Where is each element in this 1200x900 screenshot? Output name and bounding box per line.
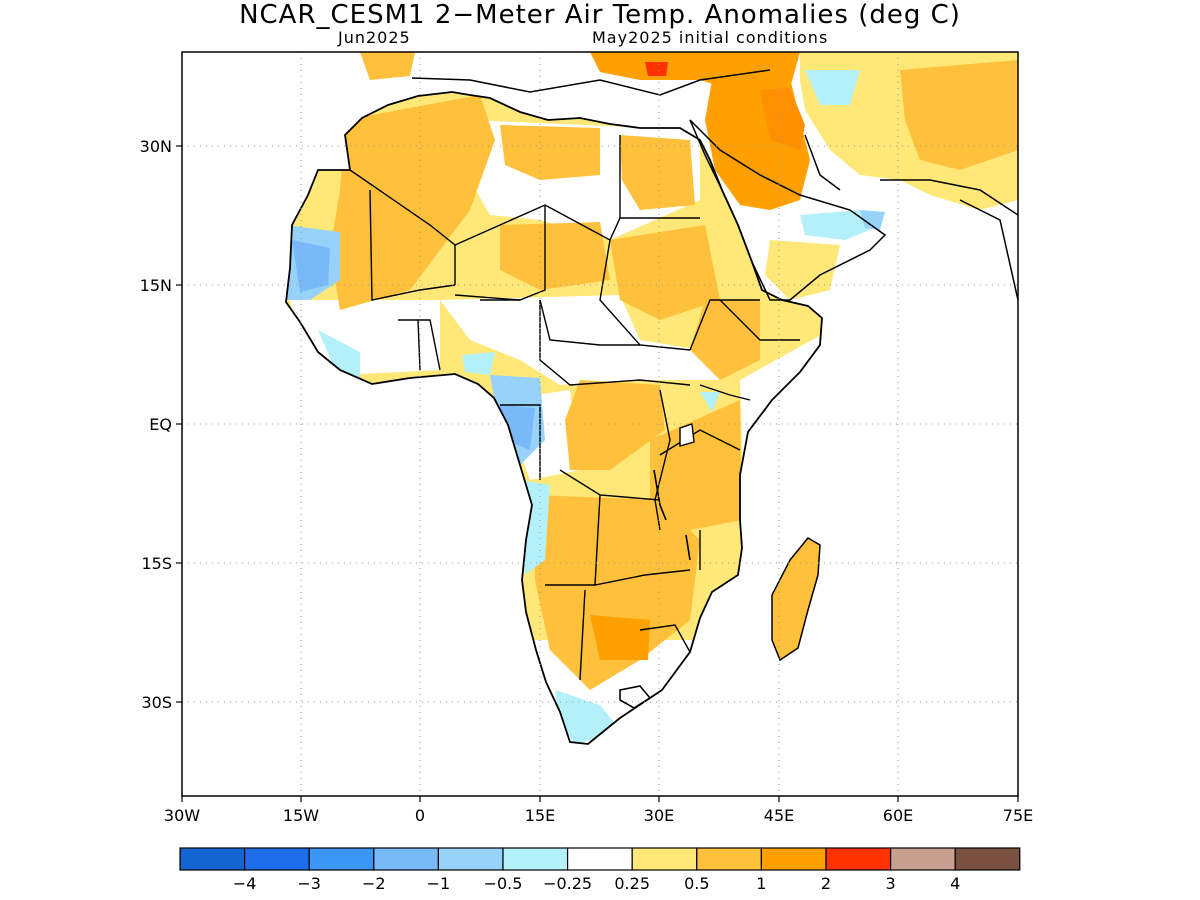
lat-label-eq: EQ — [149, 415, 172, 434]
colorbar-label: 3 — [886, 874, 896, 893]
lon-label-30w: 30W — [164, 806, 200, 825]
anomaly-ethiopia — [690, 300, 760, 380]
colorbar-label: 0.25 — [614, 874, 650, 893]
anomaly-southern-africa — [535, 495, 700, 690]
gridlines — [182, 52, 1018, 796]
india-coast-outline — [959, 199, 1018, 301]
anomaly-sudan — [610, 225, 720, 320]
colorbar-swatch — [566, 847, 633, 871]
anomaly-libya — [500, 125, 600, 180]
neutral-west-coast — [290, 300, 440, 375]
colorbar-swatch — [308, 847, 375, 871]
anomaly-nigeria-cool — [462, 352, 495, 375]
lesotho-border — [619, 685, 652, 709]
lake-victoria — [679, 423, 695, 447]
colorbar-label: 4 — [950, 874, 960, 893]
colorbar-swatch — [244, 847, 310, 871]
colorbar — [179, 847, 1021, 871]
colorbar-label: 2 — [821, 874, 831, 893]
neutral-sahel — [440, 295, 720, 385]
colorbar-swatch — [760, 847, 827, 871]
anomaly-yemen — [765, 240, 840, 300]
anomaly-liberia-cool — [318, 330, 360, 378]
colorbar-swatch — [631, 847, 698, 871]
anomaly-iraq-core — [760, 88, 805, 150]
colorbar-swatch — [437, 847, 504, 871]
anomaly-senegal-core — [292, 240, 330, 292]
colorbar-swatch — [696, 847, 762, 871]
colorbar-swatch — [889, 847, 956, 871]
country-borders — [349, 135, 800, 681]
lat-label-30n: 30N — [140, 137, 172, 156]
lat-ticks — [176, 145, 182, 703]
anomaly-botswana-core — [590, 615, 650, 660]
anomaly-caspian-cool — [805, 70, 860, 105]
map-title: NCAR_CESM1 2−Meter Air Temp. Anomalies (… — [239, 0, 961, 30]
lat-label-15n: 15N — [140, 276, 172, 295]
anomaly-iran-east — [900, 60, 1018, 170]
colorbar-label: −2 — [362, 874, 386, 893]
madagascar — [771, 537, 821, 662]
anomaly-arabia-cool — [800, 210, 870, 240]
forecast-month: Jun2025 — [338, 28, 411, 47]
lon-label-60e: 60E — [883, 806, 913, 825]
colorbar-label: 0.5 — [684, 874, 709, 893]
lon-label-75e: 75E — [1003, 806, 1033, 825]
colorbar-label: −0.5 — [484, 874, 523, 893]
asia-coast-outline — [880, 179, 1018, 216]
lon-label-30e: 30E — [644, 806, 674, 825]
lake-malawi — [685, 534, 691, 561]
persian-gulf-outline — [804, 134, 841, 191]
colorbar-swatch — [179, 847, 246, 871]
anomaly-lake-victoria-cool — [700, 392, 720, 412]
initial-conditions: May2025 initial conditions — [592, 28, 829, 47]
colorbar-swatch — [502, 847, 569, 871]
colorbar-label: −4 — [233, 874, 257, 893]
colorbar-swatch — [373, 847, 439, 871]
lon-label-45e: 45E — [764, 806, 794, 825]
colorbar-swatch — [954, 847, 1021, 871]
anomaly-hotspot-turkey — [645, 62, 668, 76]
colorbar-swatch — [825, 847, 892, 871]
colorbar-label: 1 — [756, 874, 766, 893]
lon-label-15w: 15W — [283, 806, 319, 825]
colorbar-label: −3 — [297, 874, 321, 893]
anomaly-europe-west — [360, 52, 415, 80]
anomaly-east-africa — [650, 400, 742, 530]
lon-ticks — [181, 796, 1019, 802]
anomaly-niger-chad — [500, 222, 610, 290]
lon-label-0: 0 — [415, 806, 425, 825]
anomaly-oman-cool — [860, 210, 885, 230]
lake-tanganyika — [653, 469, 667, 521]
colorbar-label: −0.25 — [543, 874, 592, 893]
mediterranean-north-coast — [411, 69, 771, 96]
anomaly-egypt — [620, 135, 695, 210]
lat-label-15s: 15S — [141, 554, 172, 573]
anomaly-congo — [565, 380, 665, 470]
colorbar-label: −1 — [427, 874, 451, 893]
africa-coastline — [285, 91, 823, 745]
lon-label-15e: 15E — [525, 806, 555, 825]
lat-label-30s: 30S — [141, 693, 172, 712]
